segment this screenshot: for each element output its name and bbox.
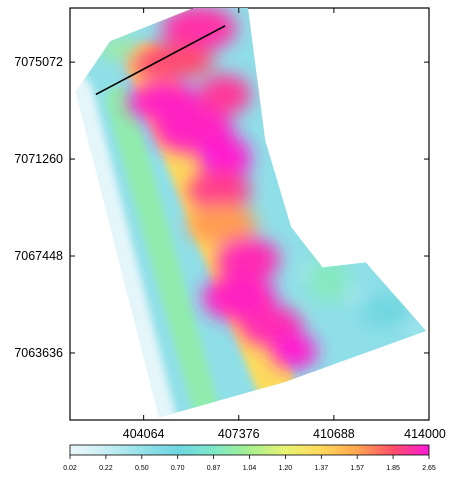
colorbar-label: 1.20 <box>279 465 293 472</box>
colorbar-ticks <box>69 455 430 459</box>
colorbar: 0.02 0.22 0.50 0.70 0.87 1.04 1.20 1.37 … <box>63 444 436 472</box>
colorbar-label: 1.57 <box>350 465 364 472</box>
x-tick-labels: 404064 407376 410688 414000 <box>123 427 446 441</box>
anomaly-zone <box>360 292 412 329</box>
colorbar-label: 0.70 <box>171 465 185 472</box>
anomaly-zone <box>127 43 214 80</box>
colorbar-label: 0.22 <box>99 465 113 472</box>
x-tick-label: 410688 <box>313 427 355 441</box>
x-tick-label: 404064 <box>123 427 165 441</box>
y-tick-labels: 7063636 7067448 7071260 7075072 <box>14 55 63 360</box>
y-tick-label: 7063636 <box>14 346 63 360</box>
anomaly-zone <box>187 203 257 245</box>
colorbar-label: 1.04 <box>243 465 257 472</box>
y-tick-label: 7075072 <box>14 55 63 69</box>
colorbar-label: 2.65 <box>422 465 436 472</box>
low-edge-band <box>75 74 177 418</box>
colorbar-label: 0.50 <box>135 465 149 472</box>
x-tick-label: 414000 <box>404 427 446 441</box>
colorbar-label: 1.85 <box>386 465 400 472</box>
anomaly-zone <box>161 8 237 52</box>
mid-band <box>105 86 218 418</box>
anomaly-zone <box>308 257 349 304</box>
anomaly-zone <box>187 170 251 212</box>
anomaly-zone <box>216 236 280 283</box>
colorbar-label: 0.02 <box>63 465 77 472</box>
anomaly-zone <box>199 74 251 115</box>
y-tick-label: 7071260 <box>14 152 63 166</box>
profile-line <box>95 25 226 96</box>
x-tick-label: 407376 <box>218 427 260 441</box>
y-tick-label: 7067448 <box>14 249 63 263</box>
anomaly-zone <box>271 333 317 370</box>
colorbar-label: 1.37 <box>314 465 328 472</box>
heatmap-field <box>75 8 427 418</box>
colorbar-label: 0.87 <box>207 465 221 472</box>
colorbar-labels: 0.02 0.22 0.50 0.70 0.87 1.04 1.20 1.37 … <box>63 465 436 472</box>
anomaly-zone <box>199 135 251 181</box>
axis-ticks <box>70 8 430 420</box>
colorbar-bar <box>69 444 430 456</box>
anomaly-zone <box>98 38 139 59</box>
